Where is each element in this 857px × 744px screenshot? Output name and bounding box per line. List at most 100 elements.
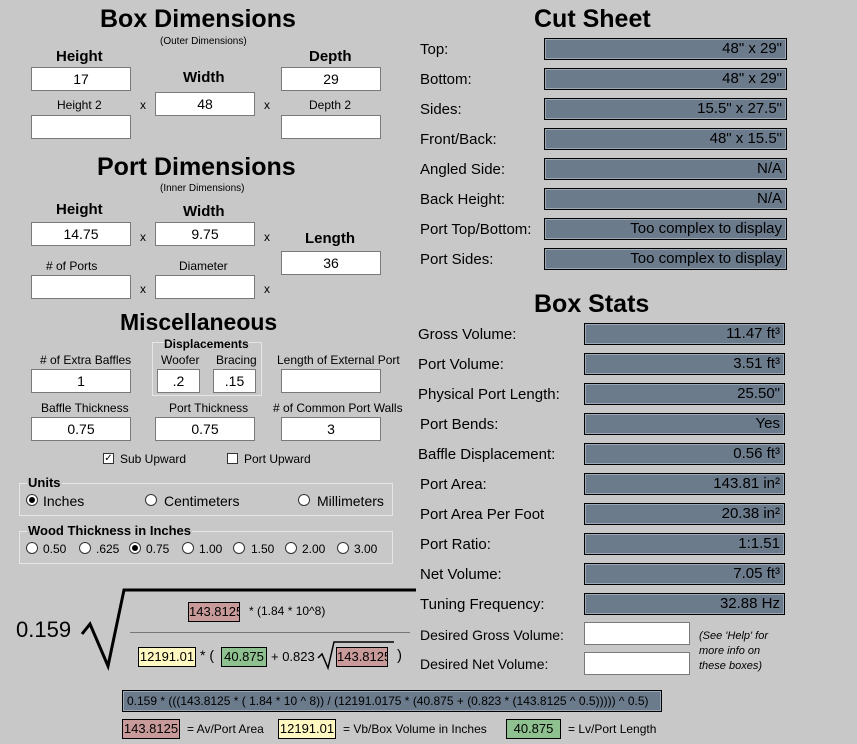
- wood-thickness-title: Wood Thickness in Inches: [27, 523, 193, 538]
- stat-row-value: 7.05 ft³: [584, 563, 785, 585]
- wood-100-label: 1.00: [199, 542, 223, 556]
- displacements-label: Displacements: [164, 337, 249, 351]
- diameter-label: Diameter: [179, 259, 228, 273]
- units-cm-radio[interactable]: [145, 494, 157, 506]
- port-upward-checkbox[interactable]: [227, 453, 238, 464]
- lv-chip: 40.875: [221, 647, 267, 667]
- bracing-input[interactable]: .15: [213, 369, 256, 393]
- common-walls-label: # of Common Port Walls: [273, 401, 403, 415]
- legend-av-chip: 143.8125: [122, 719, 180, 739]
- wood-300-radio[interactable]: [337, 542, 349, 554]
- close-paren: ): [397, 647, 402, 664]
- stat-row-value: 32.88 Hz: [584, 593, 785, 615]
- box-height2-label: Height 2: [57, 98, 102, 112]
- times-sign: x: [264, 98, 270, 112]
- cut-sheet-title: Cut Sheet: [534, 5, 651, 33]
- stat-row-value: 25.50": [584, 383, 785, 405]
- stat-row-label: Port Area:: [420, 476, 487, 493]
- legend-av-text: = Av/Port Area: [187, 722, 264, 736]
- box-depth2-input[interactable]: [281, 115, 381, 139]
- diameter-input[interactable]: [155, 275, 255, 299]
- box-depth2-label: Depth 2: [309, 98, 352, 112]
- cut-row-value: Too complex to display: [544, 218, 787, 240]
- ext-port-input[interactable]: [281, 369, 381, 393]
- box-height-label: Height: [56, 48, 103, 65]
- legend-lv-text: = Lv/Port Length: [568, 722, 657, 736]
- port-length-input[interactable]: 36: [281, 251, 381, 275]
- formula-constant: 0.159: [16, 617, 72, 642]
- port-height-label: Height: [56, 201, 103, 218]
- stat-row-label: Gross Volume:: [418, 326, 517, 343]
- wood-075-label: 0.75: [146, 542, 170, 556]
- wood-050-radio[interactable]: [26, 542, 38, 554]
- box-height-input[interactable]: 17: [31, 67, 131, 91]
- desired-net-input[interactable]: [584, 652, 690, 675]
- box-stats-title: Box Stats: [534, 290, 650, 318]
- stat-row-label: Baffle Displacement:: [418, 446, 556, 463]
- fraction-line: [130, 632, 410, 633]
- wood-100-radio[interactable]: [182, 542, 194, 554]
- desired-gross-label: Desired Gross Volume:: [420, 627, 564, 643]
- extra-baffles-label: # of Extra Baffles: [40, 353, 132, 367]
- woofer-input[interactable]: .2: [157, 369, 200, 393]
- cut-row-label: Top:: [420, 41, 449, 58]
- wood-200-label: 2.00: [302, 542, 326, 556]
- desired-gross-input[interactable]: [584, 622, 690, 645]
- wood-0625-radio[interactable]: [79, 542, 91, 554]
- plus-const: + 0.823: [271, 649, 315, 664]
- cut-row-value: 15.5" x 27.5": [544, 98, 787, 120]
- vb-chip: 12191.01: [138, 647, 196, 667]
- port-width-input[interactable]: 9.75: [155, 222, 255, 246]
- times-sign: x: [264, 282, 270, 296]
- port-thickness-label: Port Thickness: [169, 401, 249, 415]
- desired-net-label: Desired Net Volume:: [420, 656, 549, 672]
- port-width-label: Width: [183, 203, 225, 220]
- wood-050-label: 0.50: [43, 542, 67, 556]
- extra-baffles-input[interactable]: 1: [31, 369, 131, 393]
- baffle-thickness-label: Baffle Thickness: [41, 401, 129, 415]
- units-cm-label: Centimeters: [164, 493, 240, 509]
- times-sign: x: [140, 98, 146, 112]
- port-height-input[interactable]: 14.75: [31, 222, 131, 246]
- times-sign: x: [264, 230, 270, 244]
- num-ports-input[interactable]: [31, 275, 131, 299]
- cut-row-label: Bottom:: [420, 71, 472, 88]
- common-walls-input[interactable]: 3: [281, 417, 381, 441]
- legend-vb-chip: 12191.01: [278, 719, 336, 739]
- units-title: Units: [27, 475, 62, 490]
- box-width-label: Width: [183, 69, 225, 86]
- stat-row-label: Port Ratio:: [420, 536, 491, 553]
- cut-row-label: Back Height:: [420, 191, 506, 208]
- baffle-thickness-input[interactable]: 0.75: [31, 417, 131, 441]
- stat-row-label: Physical Port Length:: [418, 386, 560, 403]
- wood-200-radio[interactable]: [285, 542, 297, 554]
- stat-row-value: 20.38 in²: [584, 503, 785, 525]
- wood-075-radio[interactable]: [129, 542, 141, 554]
- cut-row-label: Front/Back:: [420, 131, 497, 148]
- stat-row-value: 3.51 ft³: [584, 353, 785, 375]
- stat-row-value: 1:1.51: [584, 533, 785, 555]
- sub-upward-label: Sub Upward: [120, 452, 187, 466]
- box-height2-input[interactable]: [31, 115, 131, 139]
- box-width-input[interactable]: 48: [155, 92, 255, 116]
- wood-150-radio[interactable]: [233, 542, 245, 554]
- wood-0625-label: .625: [96, 542, 120, 556]
- radical-sign-icon: [80, 588, 416, 671]
- port-thickness-input[interactable]: 0.75: [155, 417, 255, 441]
- units-mm-radio[interactable]: [298, 494, 310, 506]
- wood-300-label: 3.00: [354, 542, 378, 556]
- units-mm-label: Millimeters: [317, 493, 384, 509]
- units-inches-radio[interactable]: [26, 494, 38, 506]
- box-dimensions-title: Box Dimensions: [100, 5, 296, 33]
- av-chip-2: 143.8125: [336, 647, 388, 667]
- legend-vb-text: = Vb/Box Volume in Inches: [343, 722, 487, 736]
- cut-row-value: N/A: [544, 188, 787, 210]
- stat-row-label: Port Volume:: [418, 356, 504, 373]
- numerator-suffix: * (1.84 * 10^8): [249, 604, 326, 618]
- box-depth-input[interactable]: 29: [281, 67, 381, 91]
- cut-row-value: Too complex to display: [544, 248, 787, 270]
- box-depth-label: Depth: [309, 48, 352, 65]
- sub-upward-checkbox[interactable]: ✓: [103, 453, 114, 464]
- legend-lv-chip: 40.875: [506, 719, 561, 739]
- displacements-group: [152, 342, 262, 396]
